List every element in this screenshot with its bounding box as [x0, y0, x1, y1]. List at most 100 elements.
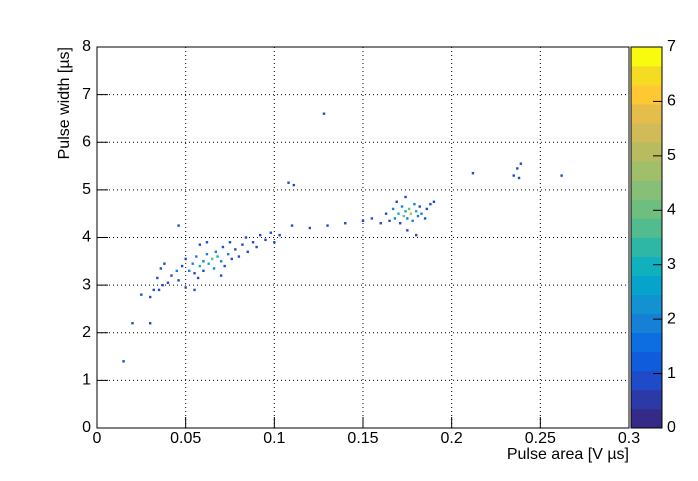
color-scale-step	[631, 351, 662, 372]
cell	[152, 288, 155, 292]
cell	[418, 205, 421, 208]
cell	[344, 222, 347, 225]
cell	[400, 205, 404, 208]
cell	[219, 260, 223, 263]
cell	[211, 257, 214, 261]
cell	[131, 322, 134, 325]
y-tick-label: 2	[82, 324, 91, 341]
cell	[122, 360, 125, 363]
cell	[140, 293, 143, 296]
y-tick-label: 4	[82, 229, 91, 246]
color-scale-step	[631, 104, 662, 124]
color-scale-step	[631, 47, 662, 67]
cell	[432, 200, 436, 203]
cell	[161, 283, 164, 287]
cell	[361, 219, 365, 223]
cell	[175, 269, 178, 273]
color-scale-step	[631, 294, 662, 314]
cell	[216, 255, 219, 258]
cell	[258, 233, 262, 237]
cell	[188, 269, 191, 273]
color-scale-step	[631, 180, 662, 200]
cell	[407, 207, 411, 211]
cell	[184, 257, 187, 261]
x-tick-label: 0.25	[525, 430, 556, 447]
cell	[322, 112, 326, 115]
cell	[198, 264, 202, 268]
cell	[287, 181, 290, 184]
cell	[397, 212, 400, 215]
cell	[516, 167, 519, 170]
z-tick-label: 1	[667, 365, 676, 382]
cell	[415, 233, 418, 237]
cell	[292, 183, 296, 187]
cell	[163, 262, 166, 265]
cell	[149, 295, 152, 299]
x-tick-label: 0.15	[347, 430, 378, 447]
cell	[228, 241, 232, 244]
cell	[379, 222, 382, 225]
cell	[207, 262, 210, 265]
cell	[308, 226, 311, 230]
x-tick-label: 0	[93, 430, 102, 447]
cell	[519, 162, 523, 165]
cell	[391, 207, 395, 211]
cell	[227, 252, 230, 256]
color-scale-frame	[630, 46, 663, 429]
cell	[269, 231, 272, 234]
cell	[406, 229, 409, 232]
color-scale-step	[631, 161, 662, 181]
cell	[560, 174, 563, 177]
y-tick-label: 5	[82, 181, 91, 198]
z-tick-label: 7	[667, 38, 676, 55]
cell	[415, 210, 418, 213]
cell	[214, 250, 218, 253]
cell	[234, 248, 237, 251]
cell	[290, 224, 294, 227]
cell	[244, 236, 248, 239]
z-tick-label: 3	[667, 256, 676, 273]
y-tick-label: 7	[82, 86, 91, 103]
x-tick-label: 0.05	[170, 430, 201, 447]
cell	[420, 212, 423, 215]
cell	[409, 212, 413, 215]
x-tick-label: 0.3	[618, 430, 640, 447]
cell	[149, 322, 152, 325]
cell	[223, 264, 226, 268]
cell	[411, 219, 414, 223]
color-scale-step	[631, 85, 662, 105]
cell	[512, 174, 515, 177]
z-tick-label: 5	[667, 147, 676, 164]
cell	[241, 243, 244, 246]
cell	[517, 176, 521, 180]
cell	[180, 264, 184, 268]
cell	[205, 252, 209, 256]
color-scale-step	[631, 370, 662, 391]
cell	[404, 210, 407, 213]
cell	[191, 262, 194, 265]
x-axis-title: Pulse area [V µs]	[507, 446, 629, 463]
cell	[404, 195, 407, 199]
cell	[278, 233, 281, 237]
cell	[205, 241, 209, 244]
cell	[212, 267, 216, 270]
cell	[166, 281, 170, 284]
cell	[198, 243, 202, 246]
cell	[184, 286, 187, 289]
cell	[193, 272, 196, 275]
cell	[264, 238, 267, 242]
x-tick-label: 0.2	[441, 430, 463, 447]
y-tick-label: 3	[82, 276, 91, 293]
cell	[370, 217, 374, 220]
cell	[195, 255, 198, 258]
z-tick-label: 2	[667, 310, 676, 327]
color-scale-step	[631, 199, 662, 219]
color-scale-step	[631, 256, 662, 276]
cell	[251, 241, 255, 244]
y-tick-label: 6	[82, 133, 91, 150]
cell	[246, 250, 249, 253]
color-scale-step	[631, 123, 662, 143]
cell	[423, 217, 427, 220]
color-scale-step	[631, 218, 662, 238]
